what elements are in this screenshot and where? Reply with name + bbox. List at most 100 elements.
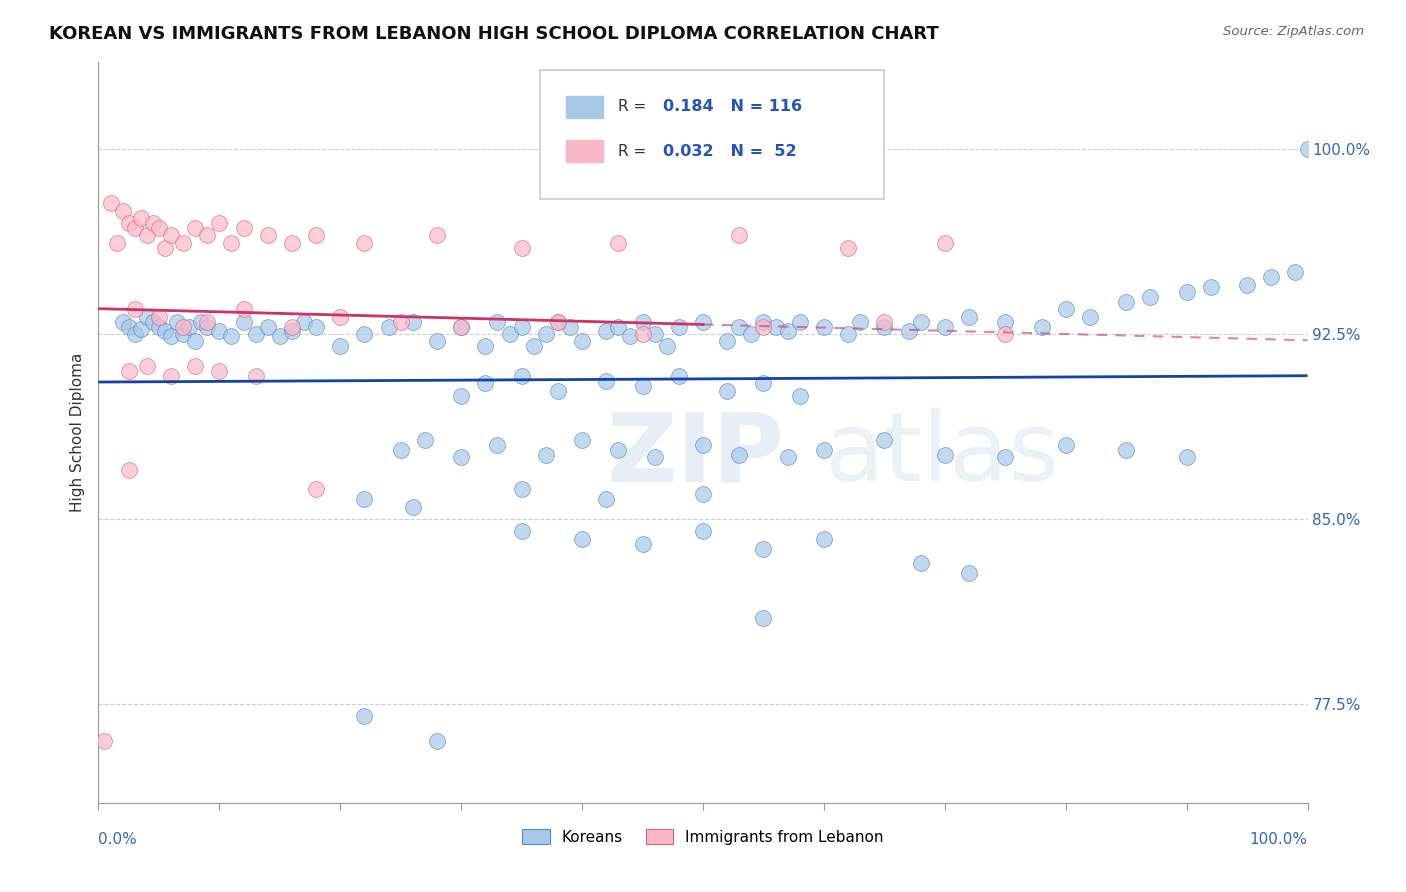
Point [837, 240, 859, 254]
Point [1296, 142, 1319, 156]
Point [179, 319, 201, 334]
Point [190, 314, 212, 328]
Point [184, 334, 207, 349]
Point [873, 319, 896, 334]
Point [184, 220, 207, 235]
Point [426, 228, 449, 243]
Point [655, 339, 678, 353]
Point [740, 326, 762, 341]
Point [195, 319, 218, 334]
Point [1078, 310, 1101, 324]
Point [148, 220, 170, 235]
Point [523, 339, 546, 353]
Point [547, 314, 569, 328]
Point [281, 319, 304, 334]
Bar [567, 95, 603, 118]
Point [498, 326, 520, 341]
Point [124, 326, 146, 341]
Point [221, 329, 243, 343]
Point [534, 448, 557, 462]
Point [208, 325, 231, 339]
Point [510, 368, 533, 383]
Point [897, 325, 920, 339]
Point [1236, 277, 1258, 292]
Text: R =: R = [619, 99, 651, 114]
Point [1175, 285, 1198, 299]
Point [160, 368, 183, 383]
Text: Source: ZipAtlas.com: Source: ZipAtlas.com [1223, 25, 1364, 38]
Point [571, 532, 593, 546]
Point [111, 203, 134, 218]
Point [305, 228, 328, 243]
Point [1284, 265, 1306, 279]
Point [1199, 280, 1222, 294]
Point [486, 438, 509, 452]
Text: ZIP: ZIP [606, 409, 785, 501]
Point [195, 228, 218, 243]
Point [765, 319, 787, 334]
Point [813, 442, 835, 457]
Point [571, 334, 593, 349]
Point [450, 319, 472, 334]
Point [776, 450, 799, 465]
Point [148, 319, 170, 334]
Point [135, 310, 157, 324]
Point [153, 325, 176, 339]
Point [450, 450, 472, 465]
Point [129, 322, 152, 336]
Point [934, 448, 956, 462]
Point [1175, 450, 1198, 465]
Point [135, 228, 157, 243]
Point [124, 302, 146, 317]
Point [813, 319, 835, 334]
Point [111, 314, 134, 328]
Point [789, 388, 811, 402]
Point [994, 314, 1017, 328]
Point [118, 462, 141, 476]
Point [232, 314, 254, 328]
Point [752, 610, 775, 624]
Point [728, 448, 751, 462]
Point [93, 734, 115, 748]
Point [124, 220, 146, 235]
Point [910, 314, 932, 328]
Point [148, 310, 170, 324]
Point [389, 314, 412, 328]
Point [153, 240, 176, 254]
Point [934, 235, 956, 250]
Point [172, 235, 194, 250]
Point [631, 536, 654, 550]
Point [305, 483, 328, 497]
Point [595, 325, 617, 339]
Point [957, 310, 980, 324]
Point [474, 376, 496, 391]
Point [1115, 294, 1137, 309]
Point [752, 541, 775, 556]
Point [1260, 270, 1282, 285]
Point [353, 492, 375, 507]
Point [644, 450, 666, 465]
Point [510, 240, 533, 254]
Text: KOREAN VS IMMIGRANTS FROM LEBANON HIGH SCHOOL DIPLOMA CORRELATION CHART: KOREAN VS IMMIGRANTS FROM LEBANON HIGH S… [49, 25, 939, 43]
Point [728, 228, 751, 243]
Point [208, 364, 231, 378]
Point [118, 216, 141, 230]
Text: R =: R = [619, 144, 651, 159]
Point [184, 359, 207, 373]
Y-axis label: High School Diploma: High School Diploma [70, 353, 86, 512]
Point [195, 314, 218, 328]
Point [631, 326, 654, 341]
Point [450, 388, 472, 402]
Point [402, 500, 425, 514]
Point [534, 326, 557, 341]
Point [353, 235, 375, 250]
Point [281, 235, 304, 250]
Point [607, 235, 630, 250]
Point [668, 319, 690, 334]
Point [426, 734, 449, 748]
Point [389, 442, 412, 457]
Point [837, 326, 859, 341]
Point [232, 220, 254, 235]
Point [668, 368, 690, 383]
Point [402, 314, 425, 328]
